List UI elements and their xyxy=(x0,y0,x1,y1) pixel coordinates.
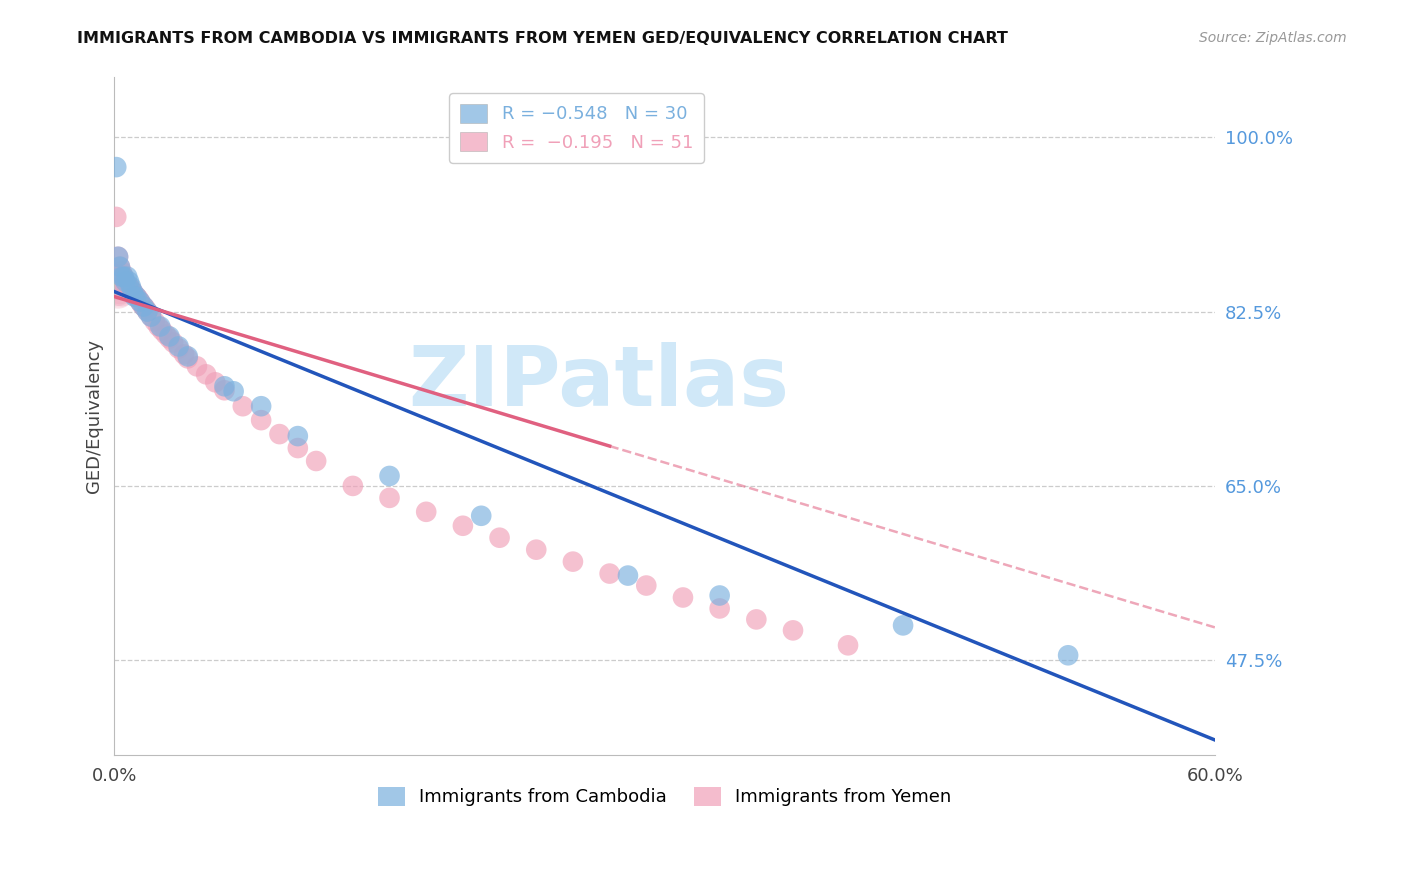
Point xyxy=(159,331,181,345)
Point xyxy=(269,427,291,442)
Point xyxy=(108,260,131,274)
Point xyxy=(488,531,510,545)
Point xyxy=(167,342,190,356)
Point xyxy=(162,335,184,350)
Point xyxy=(111,269,134,284)
Point xyxy=(121,285,143,299)
Point xyxy=(114,275,136,289)
Point xyxy=(177,350,200,364)
Point xyxy=(1057,648,1080,663)
Y-axis label: GED/Equivalency: GED/Equivalency xyxy=(86,339,103,493)
Point xyxy=(139,310,162,324)
Point xyxy=(222,384,245,399)
Point xyxy=(131,297,153,311)
Point xyxy=(112,269,135,284)
Point xyxy=(136,304,159,318)
Point xyxy=(105,160,128,174)
Point xyxy=(132,300,155,314)
Point xyxy=(132,300,155,314)
Point xyxy=(378,491,401,505)
Point xyxy=(118,275,141,289)
Point xyxy=(117,269,139,284)
Text: ZIPatlas: ZIPatlas xyxy=(408,342,789,423)
Point xyxy=(837,638,859,652)
Point xyxy=(378,469,401,483)
Text: Source: ZipAtlas.com: Source: ZipAtlas.com xyxy=(1199,31,1347,45)
Point xyxy=(470,508,492,523)
Point xyxy=(107,285,129,299)
Point xyxy=(745,612,768,626)
Point xyxy=(107,250,129,264)
Point xyxy=(672,591,695,605)
Point xyxy=(111,265,134,279)
Point xyxy=(120,282,142,296)
Point xyxy=(204,376,226,390)
Point xyxy=(125,290,148,304)
Point xyxy=(232,399,254,413)
Point xyxy=(124,287,146,301)
Point xyxy=(112,269,135,284)
Point xyxy=(150,324,173,338)
Point xyxy=(214,384,236,398)
Point xyxy=(250,413,273,427)
Point xyxy=(214,379,236,393)
Point xyxy=(287,429,309,443)
Point xyxy=(105,210,128,224)
Point xyxy=(139,310,162,324)
Point xyxy=(250,399,273,413)
Point xyxy=(305,454,328,468)
Point xyxy=(342,479,364,493)
Point xyxy=(561,555,583,569)
Point xyxy=(636,578,658,592)
Point xyxy=(105,275,128,289)
Point xyxy=(135,301,157,316)
Point xyxy=(121,285,143,299)
Point xyxy=(108,277,131,292)
Point xyxy=(107,271,129,285)
Point xyxy=(891,618,914,632)
Point xyxy=(599,566,621,581)
Point xyxy=(524,542,547,557)
Point xyxy=(167,339,190,353)
Point xyxy=(105,279,128,293)
Point xyxy=(124,290,146,304)
Point xyxy=(177,351,200,366)
Point xyxy=(451,518,474,533)
Point xyxy=(782,624,804,638)
Point xyxy=(107,250,129,264)
Point xyxy=(186,359,208,374)
Point xyxy=(129,294,152,309)
Point xyxy=(143,314,166,328)
Point xyxy=(114,275,136,289)
Point xyxy=(111,285,134,300)
Point xyxy=(617,568,640,582)
Point xyxy=(118,279,141,293)
Point xyxy=(709,601,731,615)
Point xyxy=(117,277,139,292)
Point xyxy=(127,292,149,306)
Legend: Immigrants from Cambodia, Immigrants from Yemen: Immigrants from Cambodia, Immigrants fro… xyxy=(370,780,959,814)
Text: IMMIGRANTS FROM CAMBODIA VS IMMIGRANTS FROM YEMEN GED/EQUIVALENCY CORRELATION CH: IMMIGRANTS FROM CAMBODIA VS IMMIGRANTS F… xyxy=(77,31,1008,46)
Point xyxy=(415,505,437,519)
Point xyxy=(195,368,218,382)
Point xyxy=(129,294,152,309)
Point xyxy=(287,441,309,455)
Point xyxy=(120,279,142,293)
Point xyxy=(155,327,177,342)
Point xyxy=(148,319,170,334)
Point xyxy=(125,290,148,304)
Point xyxy=(108,282,131,296)
Point xyxy=(159,329,181,343)
Point xyxy=(136,304,159,318)
Point xyxy=(709,589,731,603)
Point xyxy=(149,319,172,334)
Point xyxy=(173,347,195,361)
Point xyxy=(108,260,131,274)
